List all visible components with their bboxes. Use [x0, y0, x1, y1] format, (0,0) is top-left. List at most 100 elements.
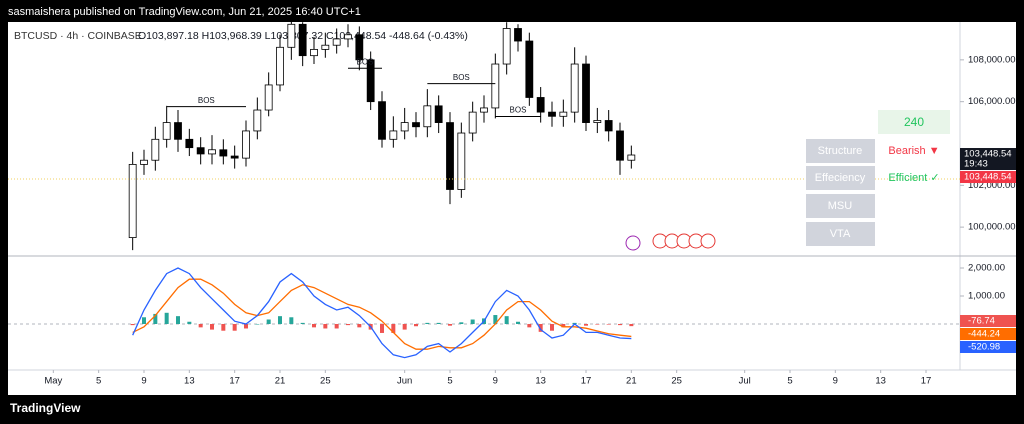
table-cell [806, 222, 875, 246]
candle-body [457, 132, 466, 190]
histogram-bar [459, 322, 464, 324]
candle-body [423, 105, 432, 128]
x-tick-label: 17 [921, 376, 932, 387]
candle-body [310, 48, 318, 57]
table-cell [806, 166, 875, 190]
candle-body [502, 28, 511, 65]
table-label: Structure [818, 145, 863, 157]
candle-body [480, 107, 488, 113]
histogram-bar [425, 322, 430, 324]
timeframe: 240 [904, 115, 924, 129]
symbol: BTCUSD · 4h · COINBASE [14, 30, 142, 42]
histogram-bar [187, 321, 192, 324]
candle-body [321, 44, 330, 50]
table-value: Efficient ✓ [888, 172, 939, 184]
histogram-bar [278, 316, 282, 324]
macd-value-box [960, 341, 1016, 353]
candle-body [412, 122, 420, 128]
histogram-bar [232, 323, 237, 331]
signal-line [132, 278, 632, 350]
x-tick-label: 17 [581, 376, 592, 387]
histogram-bar [538, 323, 543, 332]
candle-body [298, 23, 307, 57]
candle-body [287, 23, 296, 48]
last-price-box-2 [960, 171, 1016, 184]
histogram-bar [516, 321, 520, 324]
candle-body [582, 63, 590, 123]
macd-line [132, 267, 632, 359]
histogram-value-label: -76.74 [968, 316, 995, 327]
histogram-bar [550, 323, 554, 331]
y-tick-label: 100,000.00 [968, 222, 1016, 233]
footer-logo: TradingView [10, 401, 81, 415]
histogram-bar [221, 323, 226, 331]
candle-body [219, 149, 228, 157]
histogram-bar [595, 323, 600, 325]
x-tick-label: 9 [833, 376, 838, 387]
candle-body [185, 138, 194, 149]
histogram-bar [504, 316, 509, 324]
histogram-bar [244, 323, 248, 329]
histogram-bar [130, 323, 135, 326]
histogram-bar [357, 323, 362, 328]
icons [625, 233, 716, 251]
histogram-bar [312, 323, 316, 328]
macd-value-label: -520.98 [968, 342, 1000, 353]
table-cell [806, 194, 875, 218]
y-tick-label: 2,000.00 [968, 263, 1005, 274]
x-tick-label: 13 [184, 376, 195, 387]
bos-label: BOS [357, 57, 374, 66]
histogram-bar [323, 323, 328, 329]
candle-body [536, 97, 545, 113]
x-tick-label: 5 [447, 376, 452, 387]
histogram-bar [164, 312, 169, 324]
candle-body [627, 154, 636, 161]
candle-body [446, 122, 454, 190]
x-tick-label: 5 [787, 376, 792, 387]
histogram-bar [176, 316, 180, 324]
candle-body [548, 111, 556, 117]
histogram-bar [210, 323, 214, 330]
y-tick-label: 1,000.00 [968, 291, 1005, 302]
bos-label: BOS [510, 106, 527, 115]
histogram-bar [300, 322, 305, 324]
histogram-bar [629, 323, 634, 327]
histogram-value-box [960, 315, 1016, 327]
last-time: 19:43 [964, 159, 988, 170]
candle-body [332, 38, 341, 46]
x-tick-label: 21 [275, 376, 286, 387]
x-tick-label: 9 [493, 376, 498, 387]
x-tick-label: 9 [141, 376, 146, 387]
histogram-bar [561, 323, 566, 328]
candle-body [128, 163, 137, 238]
candle-body [378, 101, 386, 140]
icon [700, 233, 716, 249]
last-price-box [960, 148, 1016, 171]
table-label: MSU [828, 200, 853, 212]
x-tick-label: 25 [320, 376, 331, 387]
histogram-bar [493, 315, 498, 324]
last-price-2: 103,448.54 [964, 172, 1012, 183]
candle-body [253, 109, 262, 132]
x-tick-label: May [44, 376, 62, 387]
histogram-bar [618, 323, 622, 326]
histogram-bar [448, 323, 452, 326]
histogram-bar [142, 317, 146, 324]
histogram-bar [414, 323, 418, 327]
histogram-bar [266, 319, 271, 324]
histogram-bar [606, 323, 611, 325]
candle-body [389, 130, 398, 140]
bos-label: BOS [453, 73, 470, 82]
histogram-bar [584, 323, 588, 326]
candle-body [491, 63, 500, 109]
histogram-bar [198, 323, 203, 328]
histogram-bar [436, 322, 441, 324]
y-tick-label: 102,000.00 [968, 180, 1016, 191]
x-tick-label: Jun [397, 376, 412, 387]
candle-body [230, 155, 239, 159]
histogram-bar [470, 319, 475, 324]
candle-body [525, 40, 534, 98]
candle-body [434, 105, 443, 123]
publisher: sasmaishera published on TradingView.com… [8, 6, 361, 18]
y-tick-label: 106,000.00 [968, 96, 1016, 107]
